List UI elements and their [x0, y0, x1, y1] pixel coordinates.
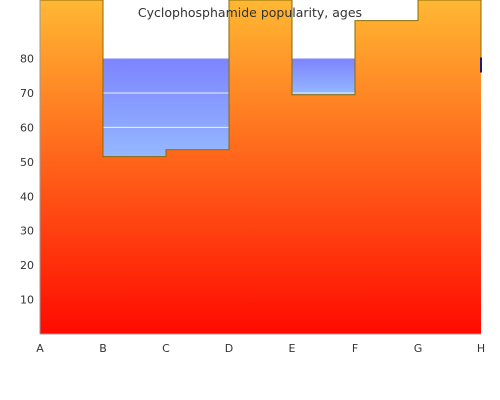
- axes-layer: A B C D E F G H 10 20 30 40 50 60 70 80: [20, 0, 485, 355]
- y-tick-label: 10: [20, 294, 34, 307]
- y-tick-label: 60: [20, 121, 34, 134]
- line-layer: [40, 0, 482, 158]
- y-tick-label: 70: [20, 87, 34, 100]
- x-tick-label: H: [477, 342, 485, 355]
- series-line: [40, 0, 482, 158]
- band-0: [103, 58, 229, 157]
- chart-title: Cyclophosphamide popularity, ages: [138, 5, 362, 20]
- x-tick-label: G: [414, 342, 423, 355]
- y-tick-label: 80: [20, 53, 34, 66]
- area-layer: [40, 0, 481, 334]
- x-tick-label: A: [36, 342, 44, 355]
- x-tick-label: C: [162, 342, 170, 355]
- x-tick-label: B: [99, 342, 107, 355]
- band-layer: [103, 58, 355, 157]
- area-fill: [40, 0, 481, 334]
- y-tick-label: 30: [20, 225, 34, 238]
- band-1: [292, 58, 355, 95]
- y-tick-label: 50: [20, 156, 34, 169]
- y-tick-label: 40: [20, 190, 34, 203]
- x-tick-label: F: [352, 342, 358, 355]
- x-tick-label: E: [289, 342, 296, 355]
- x-tick-label: D: [225, 342, 233, 355]
- y-tick-label: 20: [20, 259, 34, 272]
